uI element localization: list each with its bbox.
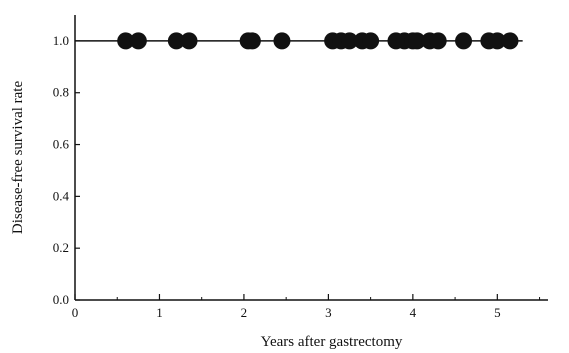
y-tick-label: 0.8 bbox=[53, 85, 69, 100]
x-axis-label: Years after gastrectomy bbox=[261, 334, 403, 350]
x-tick-label: 3 bbox=[325, 305, 332, 320]
x-tick-label: 2 bbox=[241, 305, 248, 320]
y-tick-label: 0.0 bbox=[53, 292, 69, 307]
data-point bbox=[117, 32, 135, 50]
data-point bbox=[455, 32, 473, 50]
y-tick-label: 1.0 bbox=[53, 33, 69, 48]
data-points bbox=[117, 32, 519, 50]
data-point bbox=[341, 32, 359, 50]
data-point bbox=[167, 32, 185, 50]
y-tick-label: 0.6 bbox=[53, 137, 70, 152]
data-point bbox=[408, 32, 426, 50]
x-tick-label: 0 bbox=[72, 305, 79, 320]
data-point bbox=[362, 32, 380, 50]
axes bbox=[74, 15, 548, 301]
x-tick-label: 5 bbox=[494, 305, 501, 320]
tick-labels: 0.0 0.2 0.4 0.6 0.8 1.0 0 1 2 3 4 5 bbox=[53, 33, 501, 320]
data-point bbox=[501, 32, 519, 50]
y-tick-label: 0.4 bbox=[53, 188, 70, 203]
y-axis-label: Disease-free survival rate bbox=[10, 81, 26, 235]
x-tick-label: 1 bbox=[156, 305, 163, 320]
data-point bbox=[243, 32, 261, 50]
data-point bbox=[429, 32, 447, 50]
x-tick-label: 4 bbox=[410, 305, 417, 320]
data-point bbox=[488, 32, 506, 50]
data-point bbox=[129, 32, 147, 50]
y-tick-label: 0.2 bbox=[53, 240, 69, 255]
data-point bbox=[180, 32, 198, 50]
data-point bbox=[273, 32, 291, 50]
